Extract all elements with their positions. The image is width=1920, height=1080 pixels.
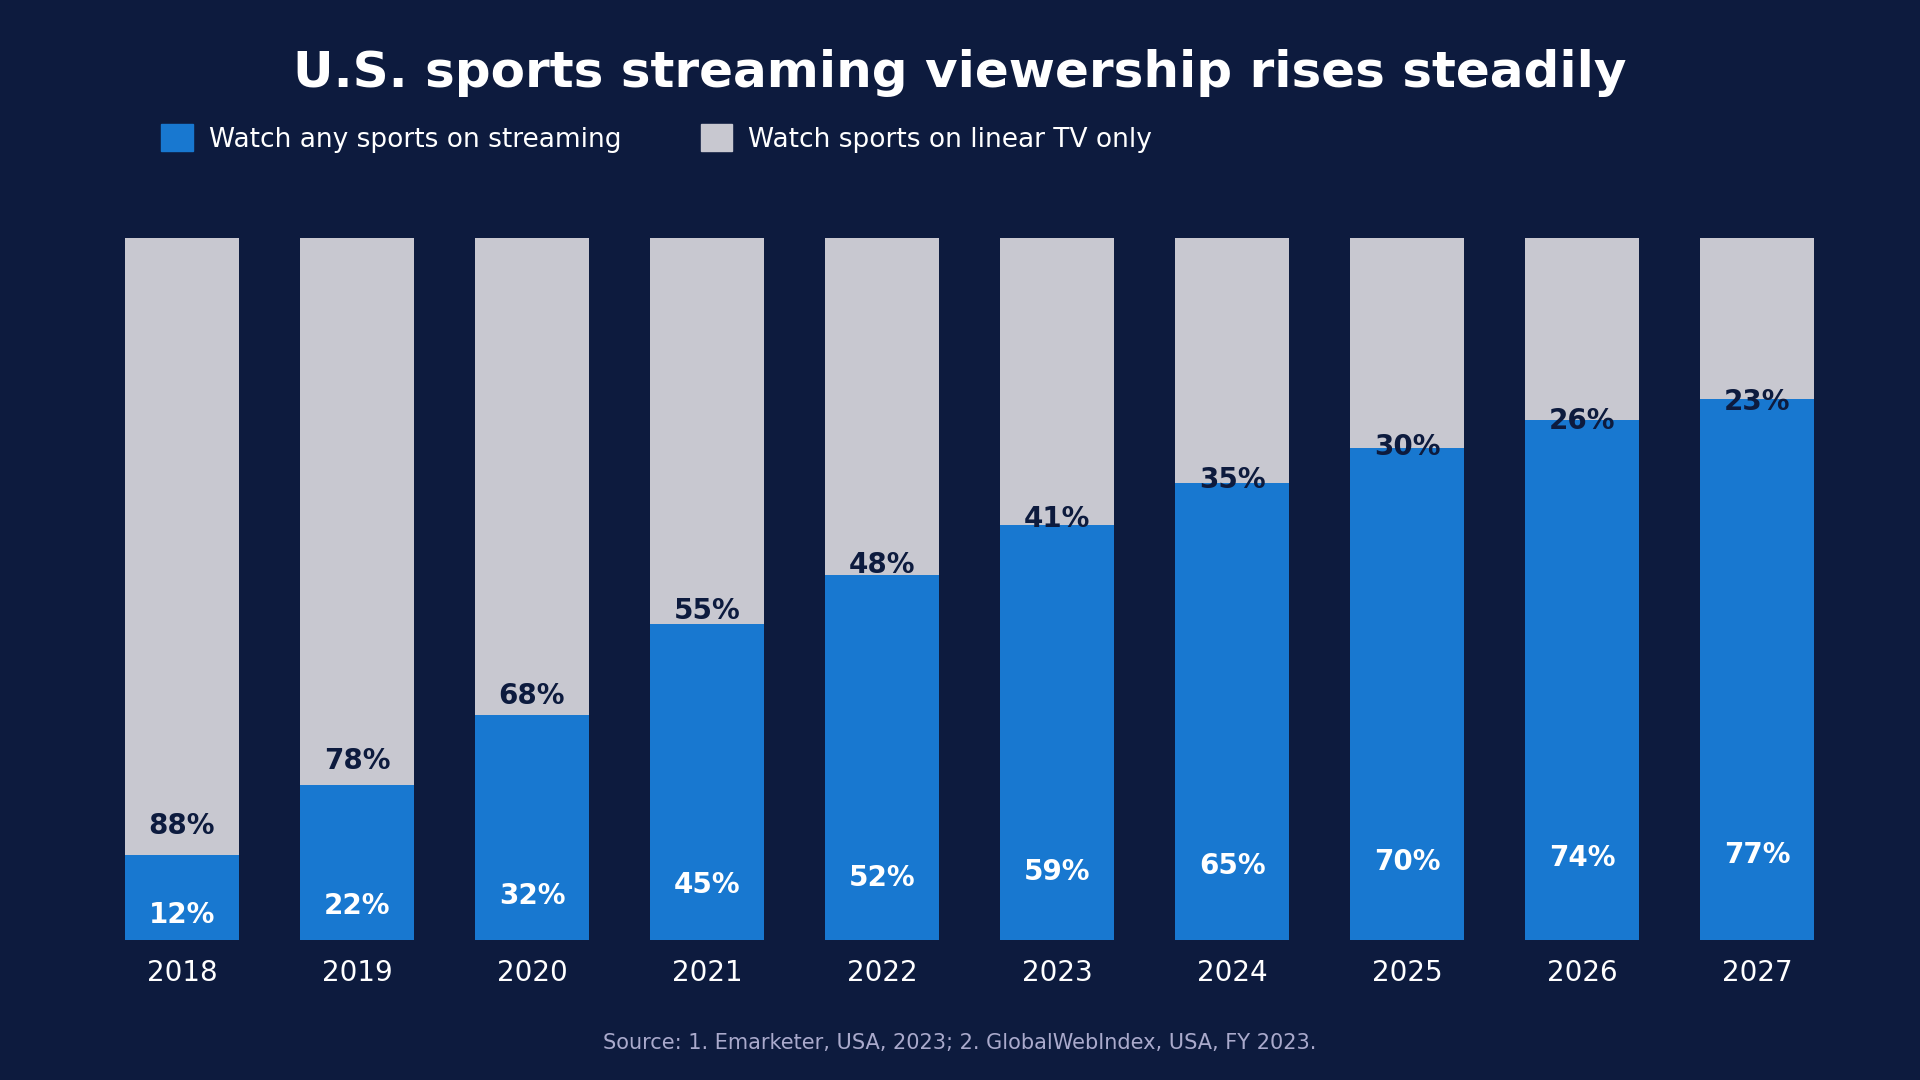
Text: 48%: 48% [849,551,916,579]
Bar [125,855,238,940]
Bar [651,238,764,623]
Text: 32%: 32% [499,882,564,910]
Bar [651,623,764,940]
Bar [474,715,589,940]
Text: 45%: 45% [674,870,741,899]
Bar [826,575,939,940]
Text: 23%: 23% [1724,388,1791,416]
Text: 12%: 12% [148,901,215,929]
Bar [1000,525,1114,940]
Bar [1701,238,1814,399]
Text: 41%: 41% [1023,505,1091,534]
Text: 22%: 22% [324,891,390,919]
Text: 68%: 68% [499,681,564,710]
Bar [1175,238,1288,483]
Text: 30%: 30% [1375,433,1440,461]
Bar [300,238,415,785]
Bar [125,238,238,855]
Text: Source: 1. Emarketer, USA, 2023; 2. GlobalWebIndex, USA, FY 2023.: Source: 1. Emarketer, USA, 2023; 2. Glob… [603,1032,1317,1053]
Bar [1350,238,1465,448]
Text: 77%: 77% [1724,841,1791,869]
Text: 74%: 74% [1549,845,1615,872]
Bar [1350,448,1465,940]
Bar [826,238,939,575]
Text: 52%: 52% [849,864,916,892]
Text: 65%: 65% [1198,852,1265,880]
Bar [1000,238,1114,525]
Bar [300,785,415,940]
Bar [1175,483,1288,940]
Text: 70%: 70% [1375,848,1440,876]
Text: 78%: 78% [324,747,390,774]
Text: U.S. sports streaming viewership rises steadily: U.S. sports streaming viewership rises s… [294,49,1626,96]
Legend: Watch any sports on streaming, Watch sports on linear TV only: Watch any sports on streaming, Watch spo… [161,124,1152,153]
Text: 59%: 59% [1023,858,1091,886]
Bar [474,238,589,715]
Bar [1524,238,1640,420]
Text: 35%: 35% [1198,467,1265,495]
Bar [1701,399,1814,940]
Bar [1524,420,1640,940]
Text: 26%: 26% [1549,407,1615,435]
Text: 88%: 88% [148,812,215,840]
Text: 55%: 55% [674,596,741,624]
